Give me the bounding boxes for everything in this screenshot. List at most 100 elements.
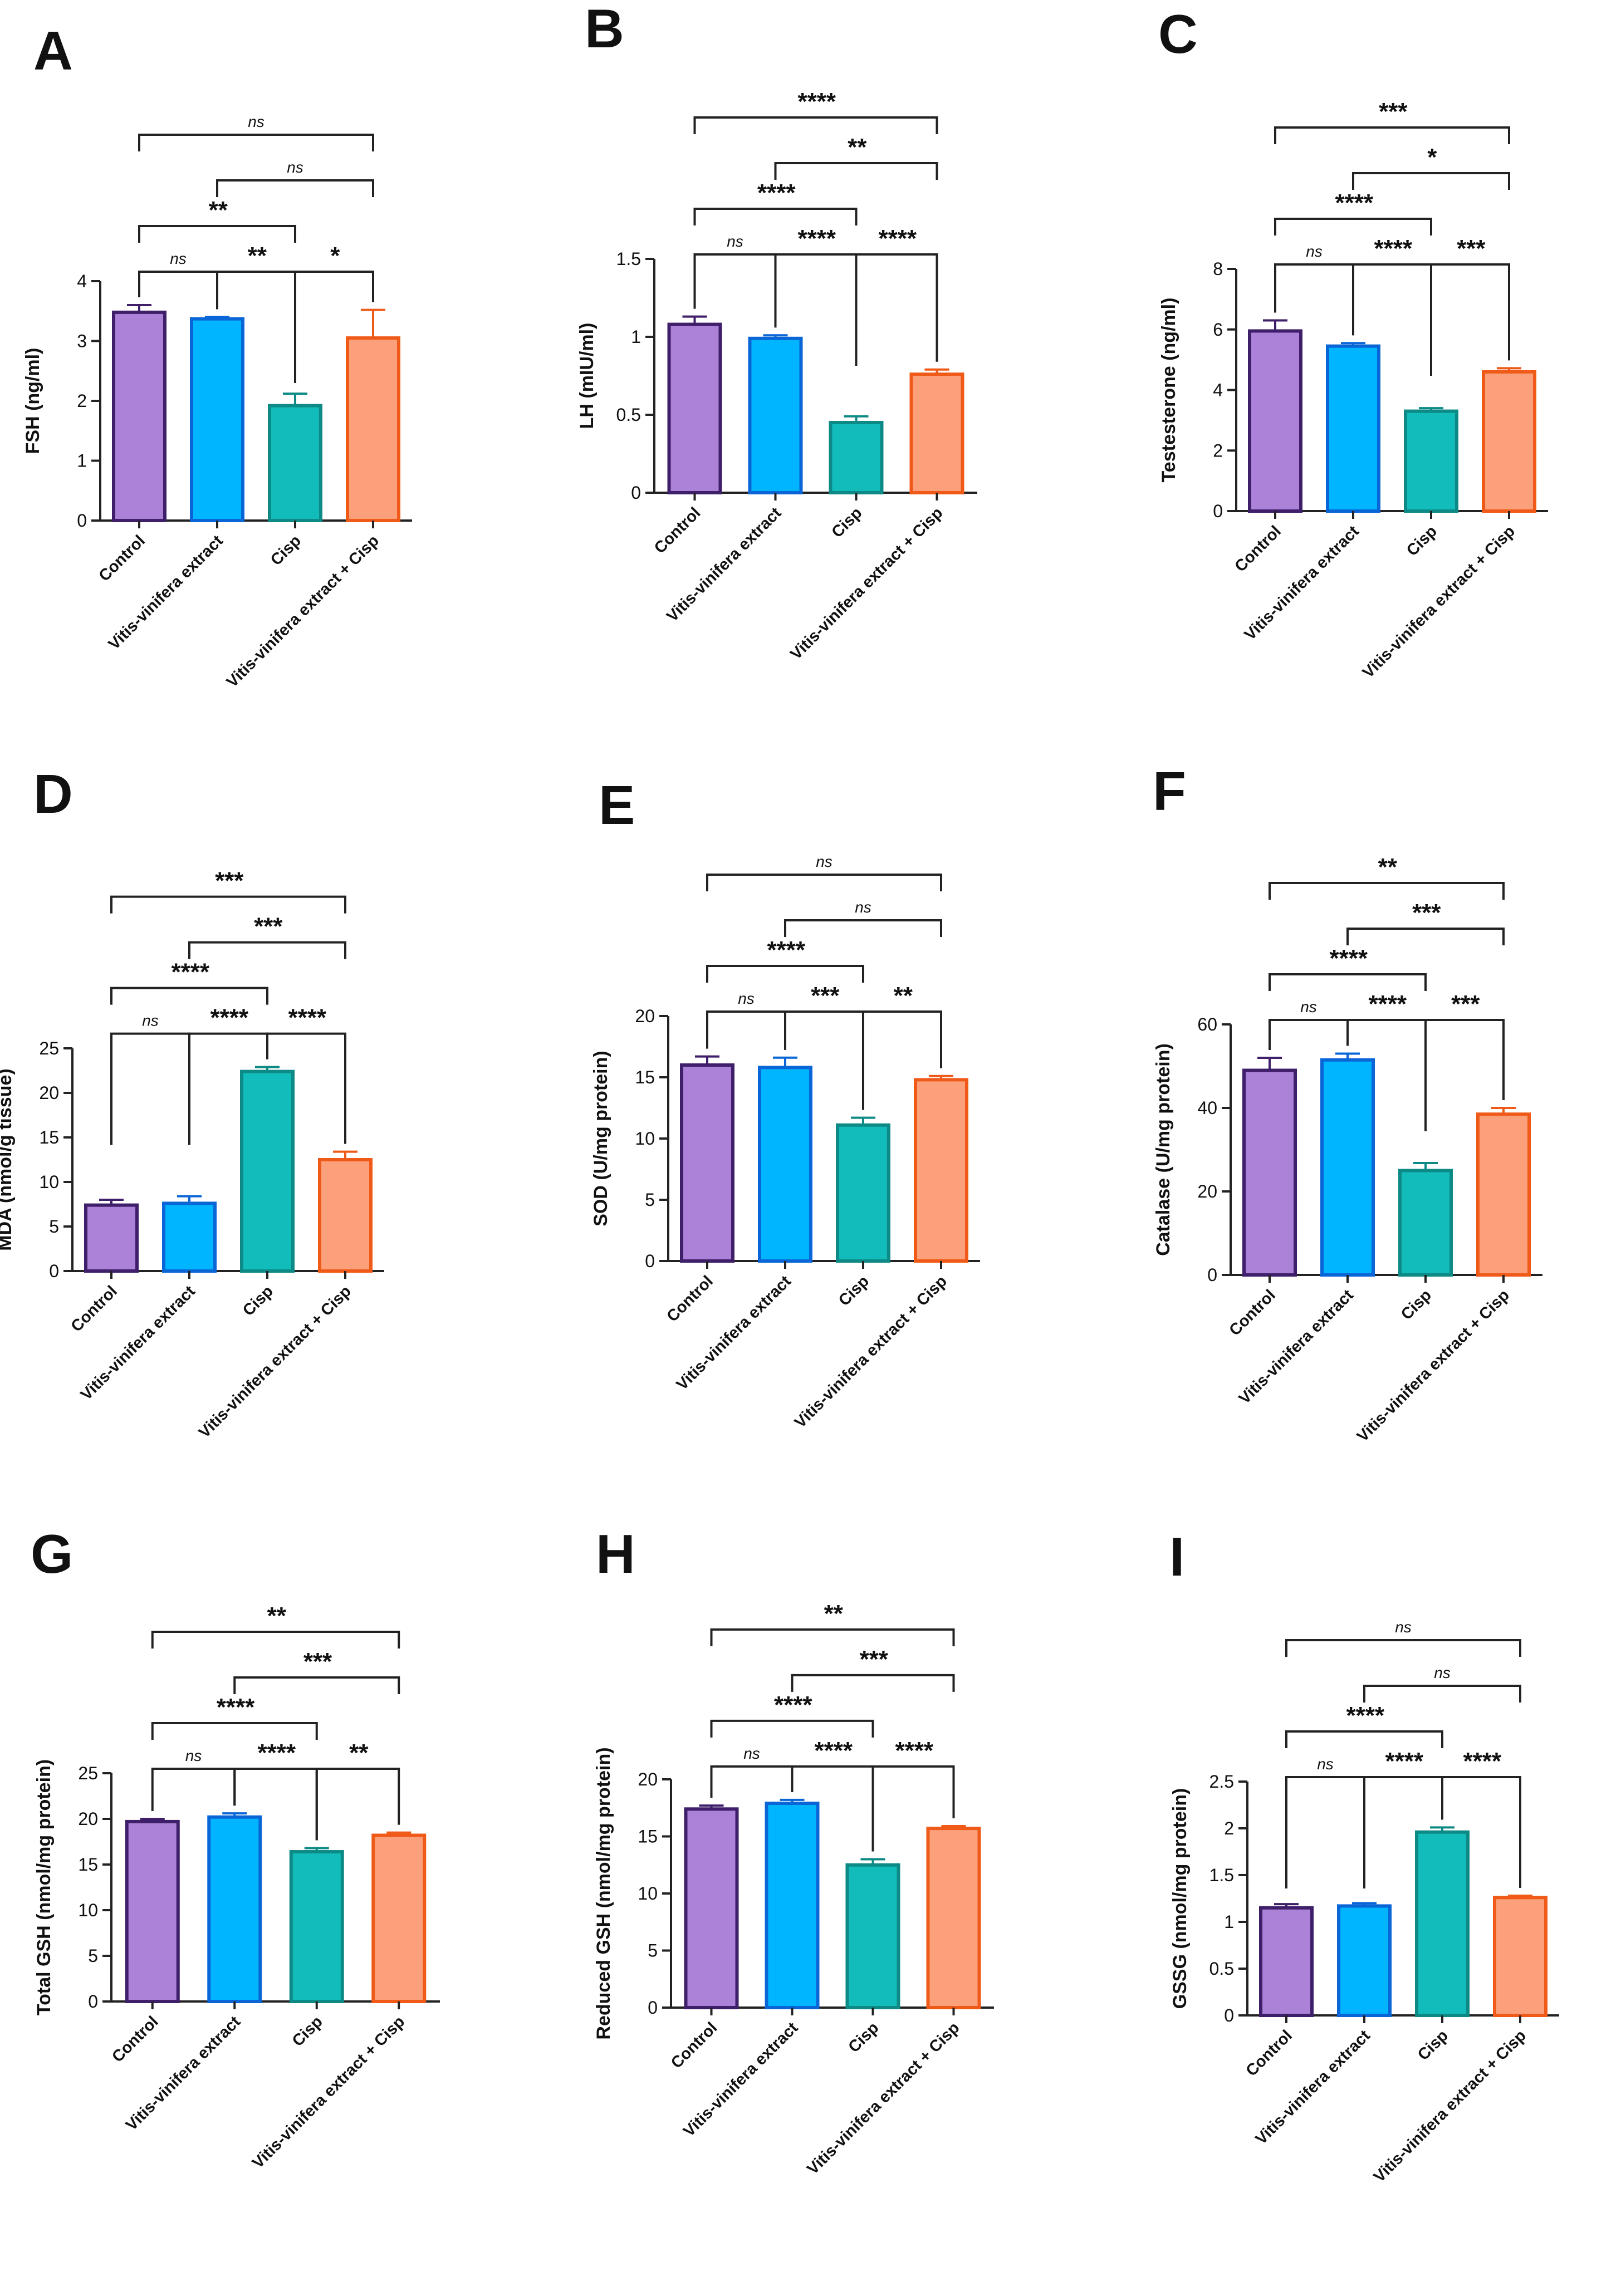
bar	[240, 1069, 295, 1273]
x-tick-label: Control	[67, 1282, 121, 1336]
bar	[318, 1158, 373, 1273]
bar	[684, 1807, 739, 2010]
significance-label: *	[1426, 144, 1437, 171]
x-tick-label: Cisp	[835, 1272, 873, 1309]
significance-bracket	[138, 134, 374, 151]
significance-bracket	[110, 1032, 190, 1145]
y-tick-label: 15	[39, 1127, 59, 1147]
significance-bracket	[1269, 973, 1427, 991]
x-tick-label: Cisp	[1398, 1286, 1435, 1323]
significance-bracket	[1363, 1685, 1521, 1703]
significance-label: ns	[1306, 243, 1323, 260]
bar	[1337, 1904, 1392, 2017]
significance-label: ns	[738, 990, 755, 1007]
bar	[1320, 1058, 1375, 1277]
y-tick-label: 15	[78, 1855, 98, 1875]
y-tick-label: 5	[88, 1946, 98, 1966]
y-tick-label: 2	[77, 391, 87, 411]
significance-label: ****	[894, 1737, 933, 1764]
significance-label: ****	[1345, 1702, 1384, 1729]
significance-label: ns	[142, 1012, 159, 1029]
panel-label: H	[596, 1523, 635, 1584]
significance-label: ****	[1368, 990, 1407, 1018]
x-tick-label: Vitis-vinifera extract + Cisp	[791, 1272, 951, 1431]
y-tick-label: 8	[1213, 259, 1223, 279]
significance-bracket	[294, 271, 374, 383]
y-tick-label: 0	[645, 1251, 655, 1271]
significance-label: ns	[1317, 1755, 1334, 1773]
x-tick-label: Control	[651, 504, 704, 557]
significance-bracket	[1274, 126, 1510, 144]
significance-label: ****	[756, 179, 795, 207]
significance-bracket	[1346, 928, 1505, 945]
significance-label: **	[893, 982, 913, 1009]
significance-label: **	[1377, 853, 1397, 881]
chart-panel-d: D 0 5 10 15 20 25 MDA (nmol/g tissue) Control Vit…	[0, 763, 384, 1441]
significance-label: ****	[766, 936, 805, 964]
significance-label: *	[329, 242, 340, 269]
x-tick-label: Vitis-vinifera extract + Cisp	[249, 2013, 408, 2172]
y-tick-label: 0	[49, 1261, 59, 1281]
bar	[346, 336, 400, 522]
bar	[680, 1063, 734, 1263]
bar	[84, 1203, 139, 1273]
significance-bracket	[233, 1676, 400, 1694]
panel-label: E	[599, 774, 635, 836]
significance-label: ***	[253, 913, 282, 940]
significance-label: ns	[855, 899, 871, 916]
y-tick-label: 0.5	[1209, 1959, 1234, 1979]
x-tick-label: Vitis-vinifera extract + Cisp	[195, 1282, 355, 1441]
significance-label: ***	[1456, 235, 1485, 262]
x-tick-label: Vitis-vinifera extract + Cisp	[787, 504, 946, 663]
significance-bracket	[693, 208, 858, 225]
x-tick-label: Control	[668, 2019, 721, 2072]
y-tick-label: 1.5	[1209, 1865, 1234, 1885]
x-tick-label: Cisp	[1414, 2027, 1452, 2064]
significance-bracket	[188, 941, 346, 959]
y-tick-label: 20	[638, 1769, 658, 1789]
x-tick-label: Control	[663, 1272, 717, 1326]
y-tick-label: 0.5	[616, 405, 641, 425]
y-tick-label: 15	[638, 1827, 658, 1847]
significance-bracket	[710, 1628, 955, 1646]
significance-bracket	[1430, 263, 1510, 376]
x-tick-label: Control	[109, 2013, 162, 2066]
bar	[667, 322, 722, 494]
y-tick-label: 5	[49, 1216, 59, 1237]
chart-panel-a: A 0 1 2 3 4 FSH (ng/ml) Control Vitis-vinifera e…	[22, 20, 412, 691]
significance-label: ****	[1384, 1748, 1423, 1775]
significance-bracket	[706, 965, 864, 983]
y-tick-label: 40	[1197, 1098, 1217, 1118]
x-tick-label: Cisp	[828, 504, 865, 541]
significance-label: **	[208, 197, 228, 224]
significance-bracket	[1285, 1730, 1443, 1748]
bar	[125, 1819, 180, 2003]
bar	[758, 1066, 812, 1263]
bar	[926, 1827, 981, 2009]
significance-label: ****	[216, 1694, 254, 1721]
y-tick-label: 0	[631, 483, 641, 503]
significance-label: ****	[1329, 945, 1368, 972]
chart-panel-f: F 0 20 40 60 Catalase (U/mg protein) Control Vi…	[1153, 761, 1542, 1445]
significance-bracket	[774, 162, 938, 180]
y-tick-label: 0	[77, 511, 87, 531]
chart-panel-g: G 0 5 10 15 20 25 Total GSH (nmol/mg protein) Co…	[31, 1523, 440, 2172]
x-tick-label: Vitis-vinifera extract + Cisp	[1359, 522, 1519, 681]
y-tick-label: 20	[78, 1809, 98, 1829]
significance-label: ***	[214, 867, 243, 895]
significance-label: ***	[1378, 98, 1407, 125]
bar	[1326, 344, 1380, 513]
bar	[748, 336, 803, 494]
bar	[1482, 370, 1536, 513]
significance-bracket	[110, 895, 346, 914]
significance-label: ns	[170, 250, 187, 267]
significance-label: ns	[287, 159, 303, 176]
bar	[289, 1850, 344, 2004]
y-tick-label: 0	[1207, 1265, 1217, 1285]
significance-label: ****	[1462, 1748, 1501, 1775]
significance-label: ***	[1411, 899, 1441, 926]
bar	[1259, 1906, 1314, 2018]
significance-bracket	[110, 987, 268, 1005]
bar	[112, 310, 166, 523]
y-tick-label: 60	[1197, 1014, 1217, 1034]
